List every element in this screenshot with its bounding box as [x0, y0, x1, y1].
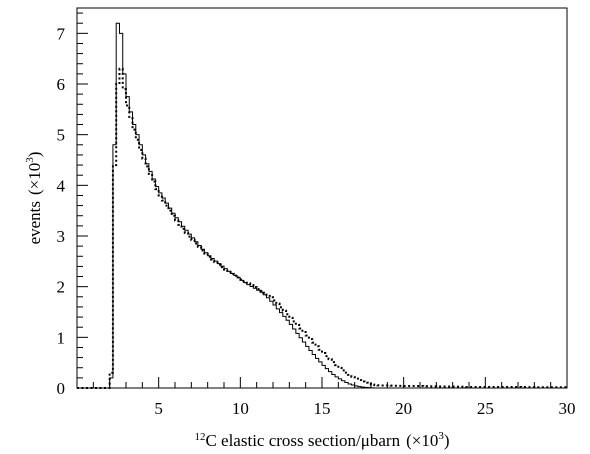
y-axis-title-unit-suffix: ) [25, 152, 44, 158]
x-axis-title-text: C elastic cross section/μbarn [205, 431, 400, 450]
x-axis-title-unit-exponent: 3 [438, 430, 444, 442]
x-axis-title-unit-suffix: ) [444, 431, 450, 450]
y-tick-label: 4 [57, 176, 66, 195]
y-tick-label: 3 [57, 227, 66, 246]
solid-histogram-series [77, 22, 567, 389]
y-tick-label: 1 [57, 328, 66, 347]
x-axis-ticks: 5 10 15 20 25 30 [92, 377, 576, 418]
x-tick-label: 30 [559, 399, 576, 418]
y-tick-label: 7 [57, 24, 66, 43]
x-tick-label: 10 [232, 399, 249, 418]
y-tick-label: 0 [57, 379, 66, 398]
x-tick-label: 15 [314, 399, 331, 418]
y-axis-title-unit-prefix: (×10 [25, 163, 44, 195]
series-layer [77, 22, 567, 389]
y-axis-title: events (×103) [24, 152, 44, 245]
y-tick-label: 5 [57, 126, 66, 145]
y-axis-ticks: 0 1 2 3 4 5 6 7 [57, 12, 88, 398]
x-tick-label: 20 [395, 399, 412, 418]
x-axis-title-isotope: 12 [194, 431, 205, 443]
x-tick-label: 5 [154, 399, 163, 418]
plot-frame [76, 7, 568, 389]
y-tick-label: 6 [57, 75, 66, 94]
x-tick-label: 25 [477, 399, 494, 418]
y-tick-label: 2 [57, 278, 66, 297]
x-axis-title-unit-prefix: (×10 [406, 431, 438, 450]
x-axis-title: 12C elastic cross section/μbarn (×103) [194, 430, 449, 450]
dotted-histogram-series [77, 67, 567, 389]
y-axis-title-text: events [25, 201, 44, 244]
y-axis-title-unit-exponent: 3 [24, 157, 36, 163]
